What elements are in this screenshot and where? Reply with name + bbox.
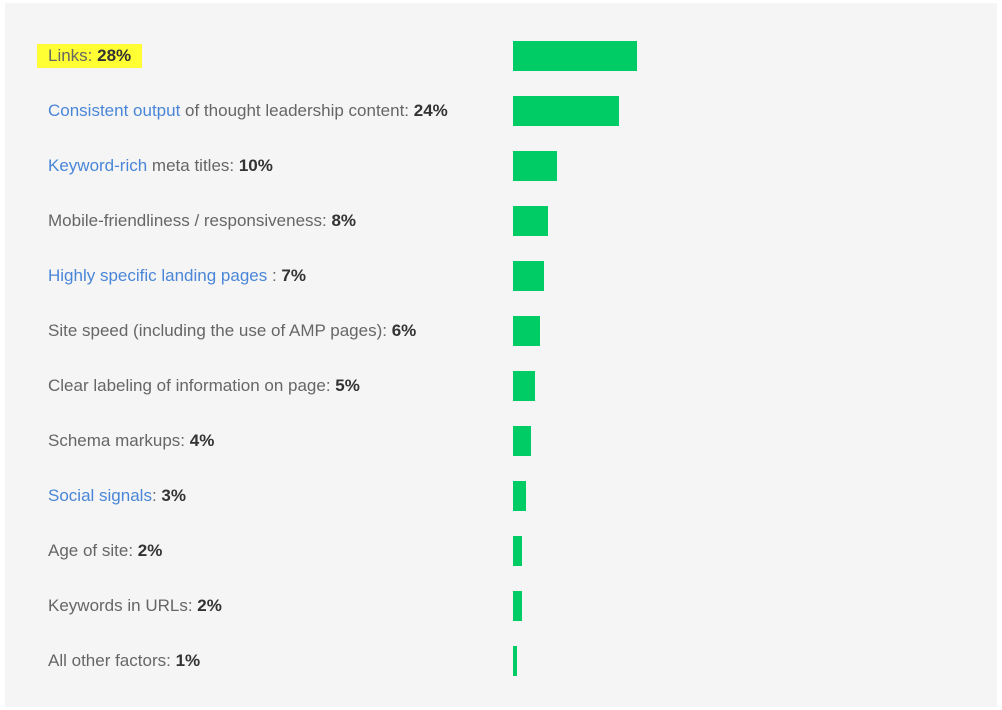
category-link[interactable]: Social signals [48,486,152,505]
category-text: Schema markups: [48,431,190,450]
chart-panel: Links: 28% Consistent output of thought l… [5,3,997,707]
value-label: 4% [189,431,215,450]
category-link[interactable]: Keyword-rich [48,156,148,175]
bar [513,591,522,621]
category-text: meta titles: [147,156,239,175]
category-label: Consistent output of thought leadership … [48,99,448,123]
category-text: Mobile-friendliness / responsiveness: [48,211,332,230]
category-label: Schema markups: 4% [48,429,214,453]
category-label: Clear labeling of information on page: 5… [48,374,360,398]
category-label: Keyword-rich meta titles: 10% [48,154,273,178]
value-label: 2% [137,541,163,560]
bar [513,426,531,456]
value-label: 7% [281,266,306,285]
value-label: 5% [335,376,360,395]
category-link[interactable]: Highly specific landing pages [48,266,268,285]
value-label: 24% [413,101,448,120]
category-text: Clear labeling of information on page: [48,376,336,395]
value-label: 3% [161,486,186,505]
bar [513,206,548,236]
bar [513,481,526,511]
category-label: Site speed (including the use of AMP pag… [48,319,416,343]
category-text: Keywords in URLs: [48,596,198,615]
category-label: Keywords in URLs: 2% [48,594,222,618]
category-text: : [267,266,282,285]
value-label: 6% [391,321,417,340]
bar [513,536,522,566]
category-label: Social signals: 3% [48,484,186,508]
value-label: 28% [97,46,132,65]
category-text: Links: [48,46,98,65]
category-text: Age of site: [48,541,138,560]
bar [513,41,637,71]
category-text: Site speed (including the use of AMP pag… [48,321,392,340]
value-label: 10% [238,156,273,175]
category-label: Links: 28% [37,44,143,68]
category-label: All other factors: 1% [48,649,200,673]
value-label: 8% [331,211,357,230]
bar [513,646,517,676]
bar [513,151,557,181]
category-label: Age of site: 2% [48,539,162,563]
bar [513,371,535,401]
bar [513,96,619,126]
value-label: 1% [175,651,201,670]
category-link[interactable]: Consistent output [48,101,181,120]
category-text: All other factors: [48,651,176,670]
category-text: of thought leadership content: [180,101,414,120]
bar [513,316,540,346]
category-text: : [151,486,162,505]
category-label: Highly specific landing pages : 7% [48,264,306,288]
value-label: 2% [197,596,222,615]
category-label: Mobile-friendliness / responsiveness: 8% [48,209,356,233]
bar [513,261,544,291]
